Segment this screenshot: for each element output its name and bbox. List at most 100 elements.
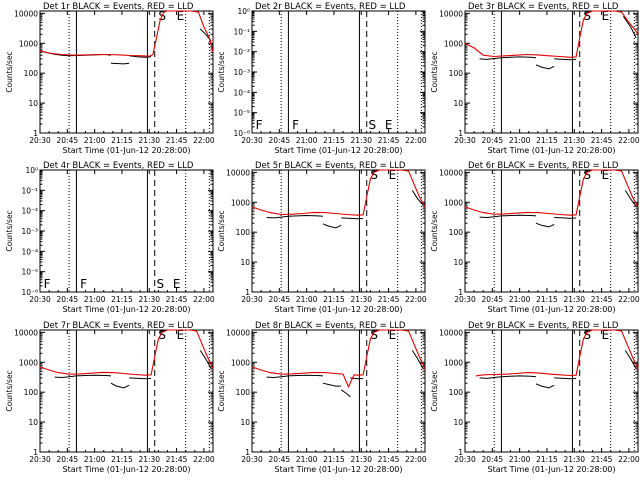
- panel-2: Det 2r BLACK = Events, RED = LLD 20:30 20:…: [217, 2, 427, 155]
- y-tick-label: 100: [24, 69, 39, 78]
- x-tick-label: 21:15: [111, 295, 133, 304]
- y-tick-label: 1: [458, 448, 463, 457]
- y-axis-label: Counts/sec: [430, 370, 439, 411]
- panel-title: Det 9r BLACK = Events, RED = LLD: [468, 321, 619, 331]
- marker-label-E: E: [173, 277, 181, 291]
- x-tick-label: 21:30: [138, 455, 160, 464]
- series-events-line: [266, 374, 324, 379]
- panel-5: Det 5r BLACK = Events, RED = LLD 20:30 20:…: [217, 161, 427, 314]
- x-tick-label: 20:45: [269, 455, 291, 464]
- y-axis-label: Counts/sec: [5, 210, 14, 251]
- x-tick-label: 21:45: [591, 295, 613, 304]
- plot-frame: [251, 329, 426, 453]
- x-axis-label: Start Time (01-Jun-12 20:28:00): [275, 305, 403, 314]
- x-tick-label: 20:45: [57, 295, 79, 304]
- plot-frame: [39, 10, 214, 134]
- series-events-line: [585, 329, 591, 333]
- y-tick-label: 100: [236, 228, 251, 237]
- series-events-line: [340, 389, 351, 398]
- marker-label-F: F: [80, 277, 87, 291]
- y-tick-label: 1000: [444, 198, 463, 207]
- y-tick-label: 100: [236, 388, 251, 397]
- x-axis-label: Start Time (01-Jun-12 20:28:00): [488, 146, 616, 155]
- x-tick-label: 22:00: [618, 136, 640, 145]
- y-tick-label: 10: [453, 258, 463, 267]
- series-events-line: [622, 16, 637, 39]
- panel-9: Det 9r BLACK = Events, RED = LLD 20:30 20:…: [430, 321, 640, 474]
- y-tick-label: 10⁻⁶: [233, 129, 250, 138]
- y-tick-label: 10: [240, 258, 250, 267]
- x-tick-label: 20:30: [454, 295, 476, 304]
- x-tick-label: 21:30: [563, 295, 585, 304]
- series-events-line: [411, 190, 424, 206]
- y-tick-label: 10: [28, 418, 38, 427]
- x-tick-label: 21:45: [378, 455, 400, 464]
- y-axis-label: Counts/sec: [5, 51, 14, 92]
- x-tick-label: 21:15: [111, 455, 133, 464]
- x-tick-label: 21:30: [350, 136, 372, 145]
- x-tick-label: 21:45: [591, 455, 613, 464]
- x-tick-label: 20:30: [454, 136, 476, 145]
- series-events-line: [479, 375, 537, 379]
- panel-title: Det 4r BLACK = Events, RED = LLD: [43, 161, 194, 171]
- x-tick-label: 21:15: [111, 136, 133, 145]
- y-axis-label: Counts/sec: [217, 370, 226, 411]
- x-tick-label: 20:45: [269, 295, 291, 304]
- marker-label-S: S: [370, 328, 378, 342]
- x-tick-label: 21:15: [323, 455, 345, 464]
- y-tick-label: 10000: [14, 328, 38, 337]
- x-tick-label: 20:30: [241, 295, 263, 304]
- x-tick-label: 20:30: [29, 136, 51, 145]
- y-tick-label: 1000: [19, 39, 38, 48]
- series-events-line: [110, 382, 130, 389]
- marker-label-E: E: [602, 328, 610, 342]
- y-tick-label: 10⁰: [25, 166, 38, 175]
- plot-frame: [464, 329, 639, 453]
- series-events-line: [160, 10, 166, 13]
- y-tick-label: 1000: [19, 358, 38, 367]
- y-tick-label: 1000: [444, 358, 463, 367]
- marker-label-F: F: [44, 277, 51, 291]
- marker-label-S: S: [158, 328, 166, 342]
- y-tick-label: 10⁻³: [21, 227, 38, 236]
- panel-title: Det 8r BLACK = Events, RED = LLD: [255, 321, 406, 331]
- y-tick-label: 1: [458, 129, 463, 138]
- y-tick-label: 10000: [439, 168, 463, 177]
- series-events-line: [411, 350, 424, 370]
- x-tick-label: 21:30: [138, 136, 160, 145]
- y-tick-label: 1000: [231, 358, 250, 367]
- series-lld-line: [39, 329, 214, 376]
- x-tick-label: 21:00: [509, 136, 531, 145]
- x-tick-label: 20:45: [482, 455, 504, 464]
- y-tick-label: 10⁻⁵: [21, 268, 38, 277]
- series-events-line: [585, 10, 591, 14]
- series-events-line: [624, 190, 637, 208]
- series-events-line: [54, 374, 112, 379]
- x-tick-label: 21:15: [323, 136, 345, 145]
- y-tick-label: 10⁻¹: [21, 186, 38, 195]
- panel-4: Det 4r BLACK = Events, RED = LLD 20:30 20:…: [5, 161, 215, 314]
- y-axis-label: Counts/sec: [430, 210, 439, 251]
- x-axis-label: Start Time (01-Jun-12 20:28:00): [488, 465, 616, 474]
- x-tick-label: 22:00: [405, 136, 427, 145]
- x-tick-label: 22:00: [405, 295, 427, 304]
- marker-label-S: S: [583, 9, 591, 23]
- x-tick-label: 22:00: [618, 295, 640, 304]
- marker-label-S: S: [369, 118, 377, 132]
- panel-8: Det 8r BLACK = Events, RED = LLD 20:30 20:…: [217, 321, 427, 474]
- y-tick-label: 1: [245, 448, 250, 457]
- y-tick-label: 100: [449, 388, 464, 397]
- x-tick-label: 20:45: [482, 136, 504, 145]
- marker-label-F: F: [256, 118, 263, 132]
- x-tick-label: 22:00: [193, 295, 215, 304]
- y-tick-label: 10000: [439, 328, 463, 337]
- series-events-line: [129, 377, 152, 380]
- series-lld-line: [251, 169, 426, 216]
- x-axis-label: Start Time (01-Jun-12 20:28:00): [63, 146, 191, 155]
- plot-frame: [39, 169, 214, 293]
- series-events-line: [110, 62, 130, 65]
- y-axis-label: Counts/sec: [5, 370, 14, 411]
- series-events-line: [266, 214, 324, 219]
- x-tick-label: 20:30: [29, 295, 51, 304]
